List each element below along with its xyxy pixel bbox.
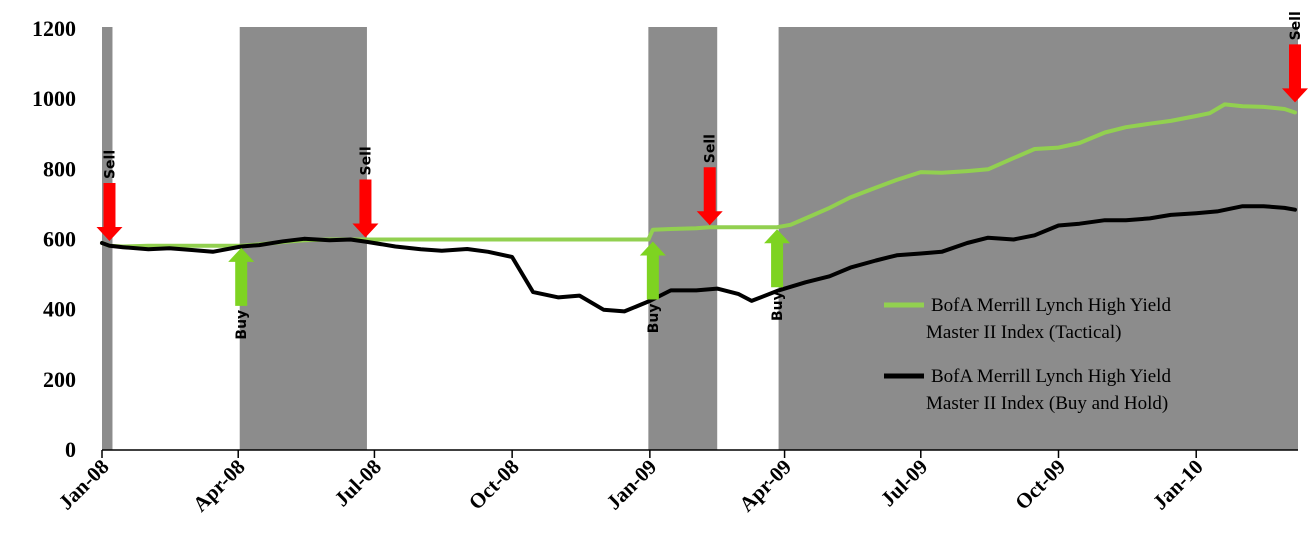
legend-label-buy-hold-line2: Master II Index (Buy and Hold) — [926, 393, 1168, 414]
sell-label: Sell — [703, 134, 719, 163]
sell-annotation: Sell — [352, 146, 379, 238]
shaded-period-2 — [648, 27, 718, 450]
buy-label: Buy — [770, 291, 786, 321]
y-tick-label: 1200 — [32, 16, 76, 41]
buy-annotation: Buy — [764, 229, 791, 321]
sell-arrow — [352, 179, 379, 238]
sell-arrow — [96, 183, 123, 242]
y-tick-label: 200 — [43, 367, 76, 392]
x-tick-label: Jan-09 — [602, 455, 662, 515]
sell-annotation: Sell — [1282, 11, 1309, 103]
sell-arrow — [1282, 44, 1309, 103]
y-tick-label: 1000 — [32, 86, 76, 111]
y-tick-label: 800 — [43, 156, 76, 181]
buy-arrow — [228, 247, 255, 306]
shaded-periods — [102, 27, 1298, 450]
buy-annotation: Buy — [228, 247, 255, 340]
shaded-period-3 — [778, 27, 1298, 450]
legend-label-tactical-line2: Master II Index (Tactical) — [926, 322, 1121, 343]
x-tick-label: Jan-10 — [1148, 455, 1208, 515]
series-line-buy-hold — [100, 204, 1297, 314]
x-tick-label: Apr-09 — [734, 455, 796, 517]
legend-label-buy-hold-line1: BofA Merrill Lynch High Yield — [931, 366, 1171, 387]
buy-label: Buy — [646, 304, 662, 334]
legend: BofA Merrill Lynch High Yield Master II … — [884, 295, 1171, 414]
x-tick-label: Jan-08 — [54, 455, 114, 515]
buy-sell-annotations: Sell Buy Sell Buy Sell Buy Sell — [96, 11, 1309, 340]
sell-label: Sell — [102, 150, 118, 179]
x-tick-label: Oct-09 — [1010, 455, 1070, 515]
legend-label-tactical-line1: BofA Merrill Lynch High Yield — [931, 295, 1171, 316]
sell-annotation: Sell — [96, 150, 123, 242]
y-tick-label: 0 — [65, 437, 76, 462]
legend-item-buy-hold: BofA Merrill Lynch High Yield Master II … — [884, 366, 1171, 414]
x-tick-label: Jul-09 — [876, 455, 933, 512]
x-tick-label: Oct-08 — [464, 455, 524, 515]
x-tick-label: Apr-08 — [188, 455, 250, 517]
x-tick-label: Jul-08 — [329, 455, 386, 512]
buy-arrow — [764, 229, 791, 288]
legend-item-tactical: BofA Merrill Lynch High Yield Master II … — [884, 295, 1171, 343]
buy-label: Buy — [234, 310, 250, 340]
buy-annotation: Buy — [639, 241, 666, 334]
sell-arrow — [696, 167, 723, 226]
sell-label: Sell — [358, 146, 374, 175]
sell-annotation: Sell — [696, 134, 723, 226]
y-tick-label: 400 — [43, 297, 76, 322]
series-lines — [100, 102, 1297, 314]
sell-label: Sell — [1288, 11, 1304, 40]
y-tick-label: 600 — [43, 227, 76, 252]
buy-arrow — [639, 241, 666, 300]
